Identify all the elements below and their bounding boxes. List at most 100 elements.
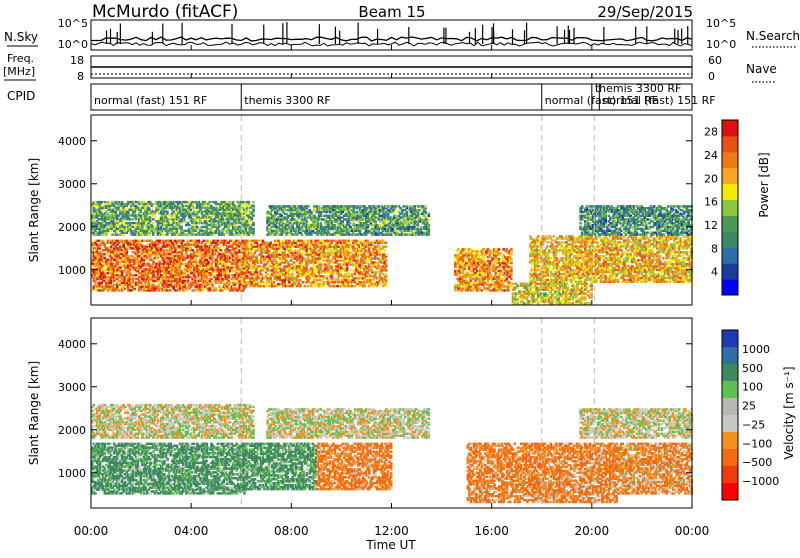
range-cell bbox=[255, 240, 258, 242]
range-cell bbox=[385, 242, 388, 244]
cpid-segment-label: themis 3300 RF bbox=[244, 94, 331, 107]
range-cell bbox=[310, 240, 313, 242]
freq-tick-top: 18 bbox=[70, 54, 84, 67]
range-cell bbox=[140, 214, 143, 216]
cpid-label: CPID bbox=[7, 89, 35, 103]
range-cell bbox=[215, 287, 218, 289]
range-cell bbox=[304, 240, 307, 242]
nsky-traces bbox=[91, 22, 692, 46]
range-cell bbox=[331, 220, 334, 222]
range-cell bbox=[385, 246, 388, 248]
range-cell bbox=[193, 207, 196, 209]
freq-traces bbox=[91, 67, 692, 74]
range-cell bbox=[385, 279, 388, 281]
range-cell bbox=[161, 233, 164, 235]
range-cell bbox=[318, 205, 321, 207]
range-cell bbox=[212, 284, 215, 286]
range-cell bbox=[208, 201, 211, 203]
range-cell bbox=[97, 240, 100, 242]
range-cell bbox=[385, 273, 388, 275]
range-cell bbox=[299, 283, 302, 285]
range-cell bbox=[188, 228, 191, 230]
range-cell bbox=[307, 205, 310, 207]
range-cell bbox=[323, 259, 326, 261]
range-cell bbox=[182, 205, 185, 207]
nsearch-label: N.Search bbox=[746, 29, 800, 43]
range-cell bbox=[118, 289, 121, 291]
range-cell bbox=[301, 233, 304, 235]
range-cell bbox=[291, 250, 294, 252]
range-cell bbox=[135, 274, 138, 276]
range-cell bbox=[310, 211, 313, 213]
range-cell bbox=[188, 224, 191, 226]
range-cell bbox=[196, 226, 199, 228]
beam-title: Beam 15 bbox=[358, 3, 425, 21]
nsky-tick-top: 10^5 bbox=[58, 17, 88, 30]
station-title: McMurdo (fitACF) bbox=[92, 2, 238, 22]
range-cell bbox=[260, 285, 263, 287]
range-cell bbox=[248, 201, 251, 203]
range-cell bbox=[107, 259, 110, 261]
range-cell bbox=[221, 278, 224, 280]
range-cell bbox=[347, 271, 350, 273]
range-cell bbox=[198, 240, 201, 242]
range-cell bbox=[324, 252, 327, 254]
nsky-panel: N.Sky 10^5 10^0 10^5 10^0 N.Search bbox=[4, 17, 800, 51]
range-cell bbox=[202, 240, 205, 242]
range-cell bbox=[332, 277, 335, 279]
range-cell bbox=[141, 284, 144, 286]
range-cell bbox=[302, 263, 305, 265]
freq-panel: Freq. [MHz] 18 8 60 0 Nave bbox=[3, 52, 777, 83]
nave-tick-bottom: 0 bbox=[708, 70, 715, 83]
range-cell bbox=[299, 279, 302, 281]
range-cell bbox=[166, 210, 169, 212]
cpid-segment-label: normal (fast) 151 RF bbox=[94, 94, 207, 107]
range-cell bbox=[383, 250, 386, 252]
nave-tick-top: 60 bbox=[708, 54, 722, 67]
freq-label-2: [MHz] bbox=[3, 65, 35, 78]
range-cell bbox=[177, 216, 180, 218]
range-cell bbox=[174, 247, 177, 249]
range-cell bbox=[351, 273, 354, 275]
range-cell bbox=[379, 283, 382, 285]
range-cell bbox=[385, 253, 388, 255]
status-trace bbox=[91, 37, 692, 41]
range-cell bbox=[220, 245, 223, 247]
range-cell bbox=[349, 252, 352, 254]
range-cell bbox=[218, 230, 221, 232]
range-cell bbox=[252, 222, 255, 224]
range-cell bbox=[307, 222, 310, 224]
range-cell bbox=[129, 218, 132, 220]
range-cell bbox=[176, 228, 179, 230]
range-cell bbox=[104, 243, 107, 245]
range-cell bbox=[252, 228, 255, 230]
range-cell bbox=[330, 240, 333, 242]
range-cell bbox=[337, 285, 340, 287]
range-cell bbox=[100, 201, 103, 203]
range-cell bbox=[108, 214, 111, 216]
nsky-tick-bottom: 10^0 bbox=[58, 38, 88, 51]
range-cell bbox=[229, 282, 232, 284]
range-cell bbox=[252, 205, 255, 207]
range-cell bbox=[320, 222, 323, 224]
cpid-panel: CPID normal (fast) 151 RF themis 3300 RF n… bbox=[7, 82, 716, 110]
range-cell bbox=[243, 252, 246, 254]
cpid-segment-label: normal (fast) 151 RF bbox=[602, 94, 715, 107]
range-cell bbox=[252, 214, 255, 216]
range-cell bbox=[229, 249, 232, 251]
range-cell bbox=[326, 275, 329, 277]
range-cell bbox=[207, 261, 210, 263]
range-cell bbox=[232, 233, 235, 235]
range-cell bbox=[347, 240, 350, 242]
range-cell bbox=[168, 214, 171, 216]
range-cell bbox=[146, 243, 149, 245]
freq-tick-bottom: 8 bbox=[77, 70, 84, 83]
range-cell bbox=[127, 255, 130, 257]
range-cell bbox=[327, 240, 330, 242]
range-cell bbox=[129, 240, 132, 242]
range-cell bbox=[304, 285, 307, 287]
nsky-label: N.Sky bbox=[4, 30, 38, 44]
range-cell bbox=[154, 216, 157, 218]
range-cell bbox=[232, 201, 235, 203]
